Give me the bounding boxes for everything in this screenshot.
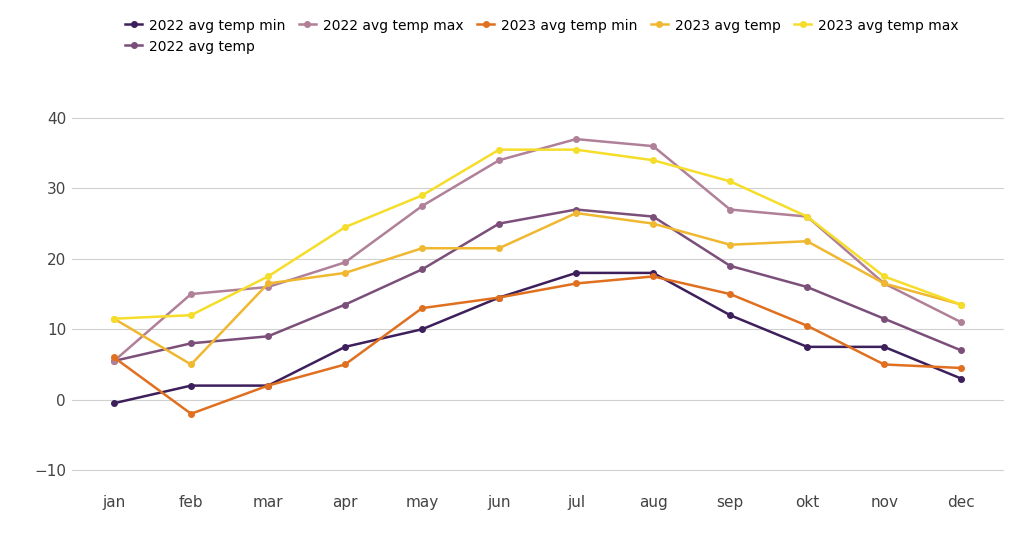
2023 avg temp min xyxy=(262,383,274,389)
2023 avg temp xyxy=(878,280,890,287)
2023 avg temp max xyxy=(570,146,583,153)
2023 avg temp max xyxy=(108,315,120,322)
2022 avg temp min xyxy=(570,270,583,276)
2023 avg temp max xyxy=(801,214,813,220)
2022 avg temp min xyxy=(416,326,428,332)
2023 avg temp min xyxy=(801,322,813,329)
2023 avg temp xyxy=(801,238,813,244)
Line: 2023 avg temp max: 2023 avg temp max xyxy=(112,147,964,322)
2022 avg temp max xyxy=(493,157,505,164)
2022 avg temp min xyxy=(647,270,659,276)
2022 avg temp max xyxy=(801,214,813,220)
2022 avg temp min xyxy=(185,383,198,389)
2023 avg temp max xyxy=(416,192,428,199)
2023 avg temp max xyxy=(647,157,659,164)
2022 avg temp max xyxy=(878,280,890,287)
2023 avg temp min xyxy=(724,291,736,298)
2023 avg temp xyxy=(108,315,120,322)
2023 avg temp min xyxy=(339,361,351,367)
2022 avg temp xyxy=(570,206,583,213)
Line: 2022 avg temp min: 2022 avg temp min xyxy=(112,270,964,406)
2022 avg temp xyxy=(262,333,274,339)
2023 avg temp max xyxy=(339,224,351,230)
2022 avg temp max xyxy=(724,206,736,213)
2023 avg temp min xyxy=(493,294,505,301)
2023 avg temp min xyxy=(416,305,428,312)
2023 avg temp max xyxy=(955,301,968,308)
2023 avg temp xyxy=(185,361,198,367)
2022 avg temp max xyxy=(570,136,583,143)
2022 avg temp max xyxy=(339,259,351,266)
2022 avg temp min xyxy=(493,294,505,301)
2022 avg temp min xyxy=(262,383,274,389)
2023 avg temp max xyxy=(493,146,505,153)
2022 avg temp xyxy=(108,358,120,364)
2023 avg temp max xyxy=(878,273,890,280)
2023 avg temp xyxy=(262,280,274,287)
2022 avg temp xyxy=(339,301,351,308)
Line: 2022 avg temp max: 2022 avg temp max xyxy=(112,136,964,364)
2022 avg temp xyxy=(878,315,890,322)
2023 avg temp max xyxy=(724,178,736,185)
2022 avg temp max xyxy=(185,291,198,298)
2023 avg temp min xyxy=(570,280,583,287)
2023 avg temp min xyxy=(108,354,120,360)
2023 avg temp min xyxy=(185,410,198,417)
2023 avg temp xyxy=(647,221,659,227)
Legend: 2022 avg temp min, 2022 avg temp, 2022 avg temp max, 2023 avg temp min, 2023 avg: 2022 avg temp min, 2022 avg temp, 2022 a… xyxy=(125,19,958,53)
2022 avg temp min xyxy=(339,344,351,350)
2022 avg temp xyxy=(647,214,659,220)
2023 avg temp xyxy=(493,245,505,251)
2022 avg temp min xyxy=(955,376,968,382)
2022 avg temp max xyxy=(262,284,274,290)
2022 avg temp max xyxy=(108,358,120,364)
2023 avg temp max xyxy=(185,312,198,318)
2023 avg temp min xyxy=(647,273,659,280)
2022 avg temp xyxy=(416,266,428,273)
Line: 2023 avg temp min: 2023 avg temp min xyxy=(112,274,964,416)
2022 avg temp xyxy=(955,347,968,353)
2022 avg temp min xyxy=(108,400,120,406)
2023 avg temp min xyxy=(955,365,968,371)
2022 avg temp max xyxy=(647,143,659,150)
2022 avg temp min xyxy=(878,344,890,350)
2022 avg temp min xyxy=(724,312,736,318)
2023 avg temp xyxy=(339,270,351,276)
2023 avg temp xyxy=(416,245,428,251)
2022 avg temp xyxy=(724,263,736,269)
2022 avg temp max xyxy=(955,319,968,325)
2022 avg temp min xyxy=(801,344,813,350)
Line: 2023 avg temp: 2023 avg temp xyxy=(112,210,964,367)
Line: 2022 avg temp: 2022 avg temp xyxy=(112,207,964,364)
2023 avg temp xyxy=(724,242,736,248)
2022 avg temp max xyxy=(416,203,428,209)
2023 avg temp max xyxy=(262,273,274,280)
2022 avg temp xyxy=(185,340,198,346)
2022 avg temp xyxy=(801,284,813,290)
2023 avg temp xyxy=(570,210,583,216)
2022 avg temp xyxy=(493,221,505,227)
2023 avg temp xyxy=(955,301,968,308)
2023 avg temp min xyxy=(878,361,890,367)
